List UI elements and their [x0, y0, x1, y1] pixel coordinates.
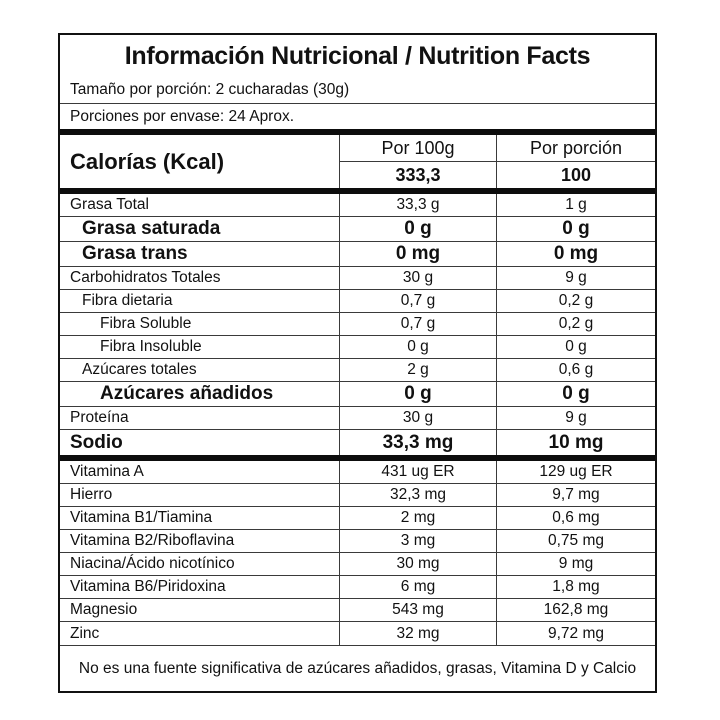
nutrient-label: Proteína — [60, 407, 340, 429]
nutrient-rows-section: Grasa Total 33,3 g 1 g Grasa saturada 0 … — [60, 194, 655, 455]
nutrient-label: Azúcares añadidos — [60, 382, 340, 406]
table-row: Fibra dietaria 0,7 g 0,2 g — [60, 290, 655, 313]
nutrient-portion-value: 0 g — [562, 383, 590, 404]
table-row: Hierro 32,3 mg 9,7 mg — [60, 484, 655, 507]
nutrient-per100-value: 0,7 g — [340, 313, 497, 335]
nutrient-portion-value: 129 ug ER — [539, 463, 613, 480]
nutrient-portion-value: 0,6 g — [558, 361, 594, 378]
nutrient-per100-value: 6 mg — [340, 576, 497, 598]
table-row: Grasa Total 33,3 g 1 g — [60, 194, 655, 217]
table-row: Magnesio 543 mg 162,8 mg — [60, 599, 655, 622]
nutrient-portion-value: 0,75 mg — [547, 532, 604, 549]
nutrient-portion-value: 10 mg — [548, 431, 604, 453]
nutrient-label: Azúcares totales — [60, 359, 340, 381]
nutrient-label: Vitamina B1/Tiamina — [60, 507, 340, 529]
nutrient-per100-value: 30 g — [340, 407, 497, 429]
nutrient-portion-value: 162,8 mg — [543, 601, 609, 618]
nutrient-label: Sodio — [60, 430, 340, 455]
table-row: Vitamina A 431 ug ER 129 ug ER — [60, 461, 655, 484]
column-header-portion: Por porción — [497, 135, 655, 162]
nutrient-portion-value: 0,6 mg — [552, 509, 600, 526]
nutrient-label: Fibra Soluble — [60, 313, 340, 335]
nutrient-label: Fibra Insoluble — [60, 336, 340, 358]
nutrition-facts-label: Información Nutricional / Nutrition Fact… — [58, 33, 657, 693]
nutrient-label: Grasa trans — [60, 242, 340, 266]
nutrient-label: Niacina/Ácido nicotínico — [60, 553, 340, 575]
label-title: Información Nutricional / Nutrition Fact… — [124, 41, 591, 70]
nutrient-per100-value: 2 mg — [340, 507, 497, 529]
nutrient-portion-value: 9,7 mg — [552, 486, 600, 503]
nutrient-per100-value: 543 mg — [340, 599, 497, 621]
nutrient-per100-value: 30 g — [340, 267, 497, 289]
nutrient-per100-value: 33,3 g — [340, 194, 497, 216]
calories-label: Calorías (Kcal) — [60, 135, 340, 188]
nutrient-per100-value: 30 mg — [340, 553, 497, 575]
table-row: Grasa trans 0 mg 0 mg — [60, 242, 655, 267]
nutrient-label: Carbohidratos Totales — [60, 267, 340, 289]
nutrient-portion-value: 0 g — [565, 338, 587, 355]
table-row: Proteína 30 g 9 g — [60, 407, 655, 430]
nutrient-label: Vitamina B2/Riboflavina — [60, 530, 340, 552]
calories-per100-value: 333,3 — [340, 162, 497, 188]
nutrient-label: Grasa saturada — [60, 217, 340, 241]
thick-divider-sodium — [60, 455, 655, 461]
nutrient-label: Fibra dietaria — [60, 290, 340, 312]
table-row: Azúcares añadidos 0 g 0 g — [60, 382, 655, 407]
table-row: Vitamina B2/Riboflavina 3 mg 0,75 mg — [60, 530, 655, 553]
column-header-per100: Por 100g — [340, 135, 497, 162]
nutrient-portion-value: 1 g — [565, 196, 587, 213]
nutrient-per100-value: 0 g — [340, 336, 497, 358]
calories-portion-value: 100 — [560, 164, 592, 185]
nutrient-per100-value: 2 g — [340, 359, 497, 381]
nutrient-per100-value: 0 g — [340, 217, 497, 241]
table-row: Zinc 32 mg 9,72 mg — [60, 622, 655, 645]
nutrient-portion-value: 9 g — [565, 269, 587, 286]
table-row: Sodio 33,3 mg 10 mg — [60, 430, 655, 455]
nutrient-portion-value: 0,2 g — [558, 315, 594, 332]
nutrient-label: Grasa Total — [60, 194, 340, 216]
footnote-text: No es una fuente significativa de azúcar… — [60, 645, 655, 691]
nutrient-per100-value: 32 mg — [340, 622, 497, 645]
nutrient-per100-value: 32,3 mg — [340, 484, 497, 506]
nutrient-portion-value: 0 g — [562, 218, 590, 239]
nutrient-per100-value: 33,3 mg — [340, 430, 497, 455]
serving-size-text: Tamaño por porción: 2 cucharadas (30g) — [70, 81, 350, 98]
nutrient-per100-value: 0 mg — [340, 242, 497, 266]
nutrient-label: Vitamina A — [60, 461, 340, 483]
table-row: Vitamina B1/Tiamina 2 mg 0,6 mg — [60, 507, 655, 530]
nutrient-portion-value: 9,72 mg — [547, 624, 604, 642]
table-row: Carbohidratos Totales 30 g 9 g — [60, 267, 655, 290]
table-row: Fibra Soluble 0,7 g 0,2 g — [60, 313, 655, 336]
table-row: Fibra Insoluble 0 g 0 g — [60, 336, 655, 359]
nutrient-label: Magnesio — [60, 599, 340, 621]
calories-header: Calorías (Kcal) Por 100g Por porción 333… — [60, 135, 655, 188]
table-row: Azúcares totales 2 g 0,6 g — [60, 359, 655, 382]
servings-per-container-text: Porciones por envase: 24 Aprox. — [60, 103, 655, 129]
vitamin-rows-section: Vitamina A 431 ug ER 129 ug ER Hierro 32… — [60, 461, 655, 645]
nutrient-per100-value: 0 g — [340, 382, 497, 406]
thick-divider-header — [60, 188, 655, 194]
table-row: Grasa saturada 0 g 0 g — [60, 217, 655, 242]
nutrient-portion-value: 0,2 g — [558, 292, 594, 309]
nutrient-label: Vitamina B6/Piridoxina — [60, 576, 340, 598]
nutrient-portion-value: 9 g — [565, 409, 587, 426]
nutrient-portion-value: 0 mg — [553, 243, 599, 264]
nutrient-per100-value: 431 ug ER — [340, 461, 497, 483]
nutrient-portion-value: 9 mg — [558, 555, 594, 572]
nutrient-label: Hierro — [60, 484, 340, 506]
nutrient-per100-value: 0,7 g — [340, 290, 497, 312]
thick-divider-top — [60, 129, 655, 135]
nutrient-label: Zinc — [60, 622, 340, 645]
table-row: Vitamina B6/Piridoxina 6 mg 1,8 mg — [60, 576, 655, 599]
nutrient-per100-value: 3 mg — [340, 530, 497, 552]
table-row: Niacina/Ácido nicotínico 30 mg 9 mg — [60, 553, 655, 576]
nutrient-portion-value: 1,8 mg — [552, 578, 600, 595]
